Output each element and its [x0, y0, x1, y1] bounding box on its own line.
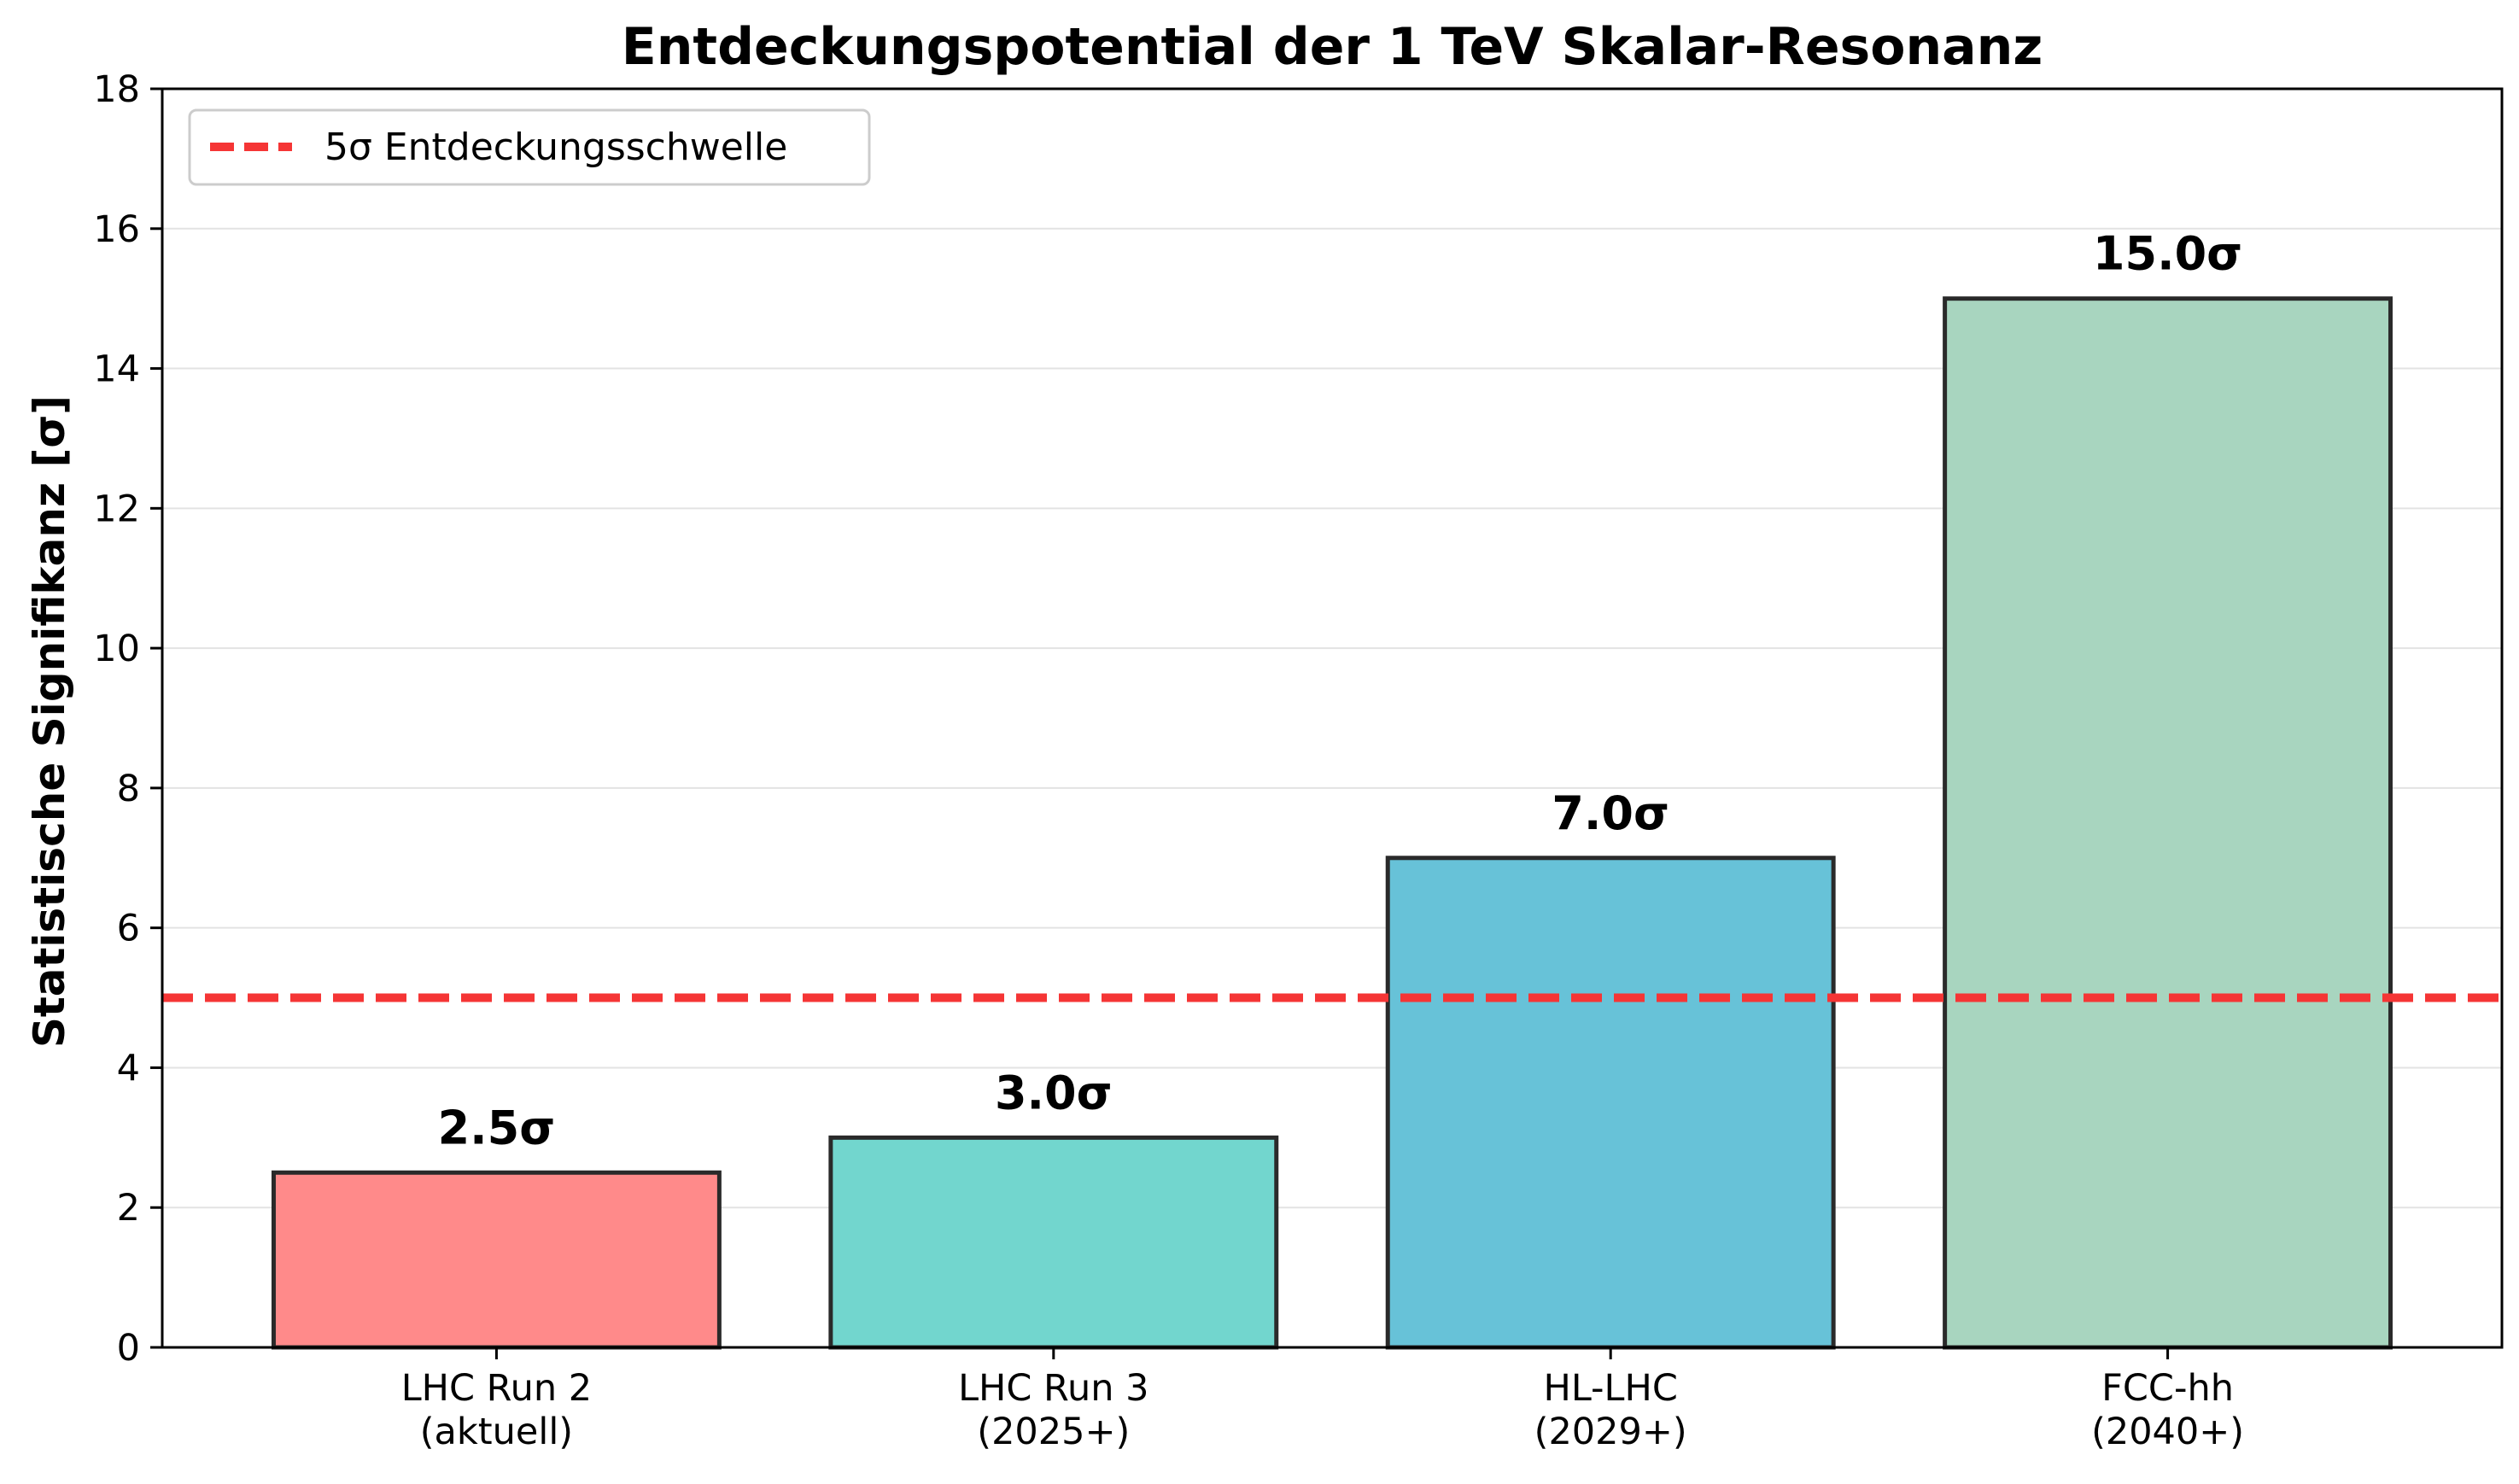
data-label-0: 2.5σ [438, 1101, 556, 1154]
bar-1 [828, 1135, 1279, 1350]
y-tick-label-10: 10 [93, 628, 140, 670]
bar-2 [1385, 856, 1836, 1350]
y-tick-label-16: 16 [93, 208, 140, 251]
y-tick-label-8: 8 [117, 768, 140, 810]
x-tick-label-0-0: LHC Run 2 [401, 1367, 592, 1410]
plot-frame [161, 87, 2504, 1349]
y-tick-label-12: 12 [93, 488, 140, 530]
bar-0 [271, 1170, 722, 1350]
data-label-1: 3.0σ [995, 1066, 1113, 1119]
axes: 0 2 4 6 8 10 12 14 16 18 LHC Run 2(aktuell) LHC Run… [93, 68, 2504, 1453]
legend: 5σ Entdeckungsschwelle [188, 108, 871, 186]
x-tick-label-2-1: (2029+) [1534, 1411, 1687, 1453]
y-tick-label-18: 18 [93, 68, 140, 111]
y-tick-label-2: 2 [117, 1187, 140, 1230]
y-tick-label-6: 6 [117, 908, 140, 950]
y-axis-label: Statistische Signifikanz [σ] [25, 395, 74, 1048]
data-label-3: 15.0σ [2093, 227, 2242, 281]
x-tick-label-1-1: (2025+) [977, 1411, 1130, 1453]
bar-3 [1943, 296, 2393, 1350]
legend-box [188, 108, 871, 186]
data-label-2: 7.0σ [1552, 786, 1669, 840]
bars [271, 296, 2393, 1350]
y-tick-label-14: 14 [93, 348, 140, 391]
data-labels: 2.5σ 3.0σ 7.0σ 15.0σ [438, 227, 2243, 1155]
legend-threshold-label: 5σ Entdeckungsschwelle [324, 126, 787, 169]
x-tick-label-3-0: FCC-hh [2101, 1367, 2234, 1410]
x-tick-label-0-1: (aktuell) [420, 1411, 573, 1453]
x-tick-label-2-0: HL-LHC [1544, 1367, 1678, 1410]
y-tick-label-4: 4 [117, 1047, 140, 1090]
x-tick-label-1-0: LHC Run 3 [958, 1367, 1148, 1410]
chart-title: Entdeckungspotential der 1 TeV Skalar-Re… [622, 17, 2043, 77]
x-tick-label-3-1: (2040+) [2091, 1411, 2244, 1453]
y-tick-label-0: 0 [117, 1327, 140, 1370]
